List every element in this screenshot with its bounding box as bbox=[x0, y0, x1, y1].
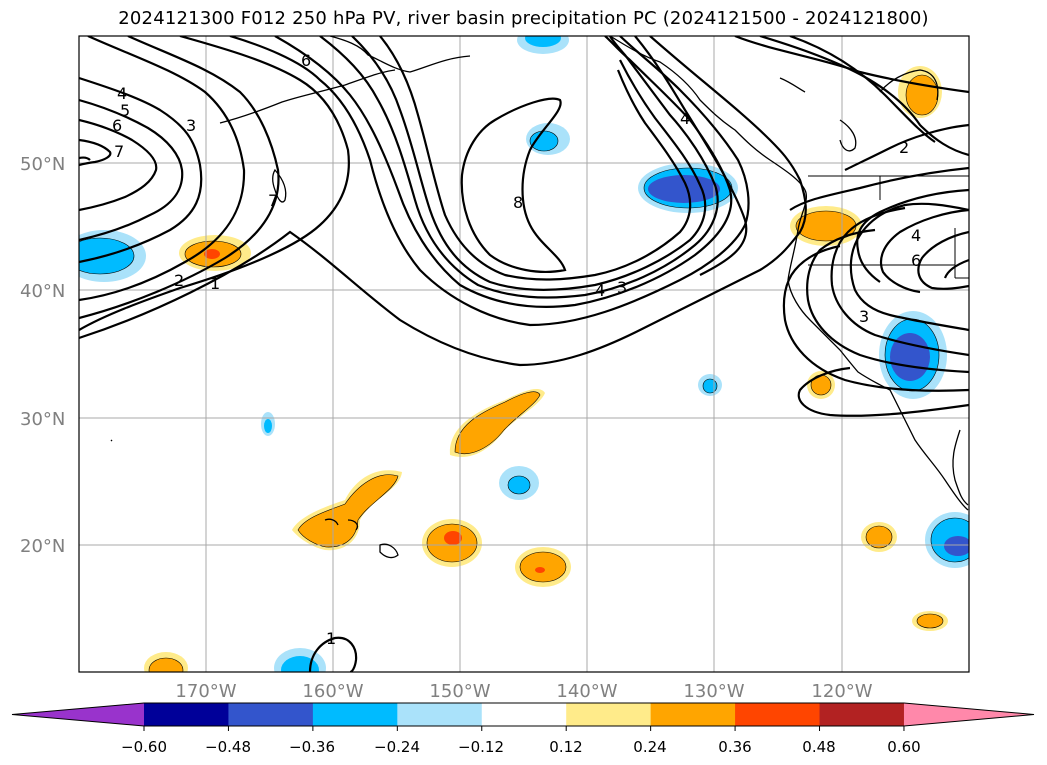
colorbar-tick: −0.12 bbox=[458, 738, 504, 756]
colorbar-extend-high bbox=[903, 703, 1034, 726]
longitude-labels: 170°W 160°W 150°W 140°W 130°W 120°W bbox=[175, 681, 872, 702]
contour-label: 2 bbox=[899, 138, 909, 157]
pv-contours bbox=[79, 36, 969, 672]
contour-label: 3 bbox=[859, 307, 869, 326]
contour-label: 6 bbox=[301, 51, 311, 70]
lon-label: 140°W bbox=[556, 681, 617, 702]
colorbar-segment bbox=[481, 703, 567, 726]
colorbar-tick: 0.48 bbox=[802, 738, 835, 756]
colorbar-segment bbox=[735, 703, 821, 726]
colorbar-segment bbox=[650, 703, 736, 726]
contour-label: 4 bbox=[911, 226, 921, 245]
colorbar-tick: −0.48 bbox=[205, 738, 251, 756]
colorbar-segment bbox=[819, 703, 905, 726]
contour-label: 7 bbox=[114, 142, 124, 161]
contour-label: 4 bbox=[595, 281, 605, 300]
lon-label: 160°W bbox=[302, 681, 363, 702]
lat-label: 20°N bbox=[20, 536, 65, 557]
latitude-labels: 50°N 40°N 30°N 20°N bbox=[20, 154, 65, 557]
contour-label: 3 bbox=[186, 116, 196, 135]
contour-label: 6 bbox=[911, 251, 921, 270]
contour-label: 6 bbox=[112, 116, 122, 135]
map-title: 2024121300 F012 250 hPa PV, river basin … bbox=[118, 8, 929, 29]
colorbar-tick: 0.24 bbox=[633, 738, 666, 756]
colorbar-segment bbox=[397, 703, 483, 726]
contour-label: 5 bbox=[120, 101, 130, 120]
colorbar-tick: −0.24 bbox=[374, 738, 420, 756]
lat-label: 50°N bbox=[20, 154, 65, 175]
lat-label: 40°N bbox=[20, 281, 65, 302]
contour-label: 4 bbox=[117, 84, 127, 103]
contour-label: 2 bbox=[174, 271, 184, 290]
colorbar-extend-low bbox=[12, 703, 144, 726]
precip-positive-areas bbox=[144, 66, 948, 672]
map-frame bbox=[78, 35, 970, 673]
lon-label: 130°W bbox=[683, 681, 744, 702]
colorbar-ticks: −0.60 −0.48 −0.36 −0.24 −0.12 0.12 0.24 … bbox=[121, 738, 921, 756]
colorbar-segment bbox=[144, 703, 229, 726]
lon-label: 120°W bbox=[811, 681, 872, 702]
contour-label-group: 4 5 6 7 6 3 2 1 7 8 2 4 6 4 3 4 3 1 bbox=[112, 51, 921, 648]
colorbar-segment bbox=[566, 703, 652, 726]
contour-label: 7 bbox=[268, 191, 278, 210]
colorbar-tick: −0.60 bbox=[121, 738, 167, 756]
colorbar-tick: −0.36 bbox=[289, 738, 335, 756]
contour-label: 1 bbox=[210, 274, 220, 293]
lon-label: 170°W bbox=[175, 681, 236, 702]
lon-label: 150°W bbox=[429, 681, 490, 702]
lat-label: 30°N bbox=[20, 409, 65, 430]
colorbar-tick: 0.12 bbox=[549, 738, 582, 756]
contour-label: 8 bbox=[513, 193, 523, 212]
colorbar-tick: 0.60 bbox=[887, 738, 920, 756]
contour-label: 4 bbox=[680, 109, 690, 128]
colorbar-tick: 0.36 bbox=[718, 738, 751, 756]
colorbar-segment bbox=[228, 703, 314, 726]
contour-label: 3 bbox=[617, 278, 627, 297]
colorbar-segments bbox=[11, 702, 1035, 731]
colorbar-segment bbox=[312, 703, 398, 726]
contour-label: 1 bbox=[326, 629, 336, 648]
